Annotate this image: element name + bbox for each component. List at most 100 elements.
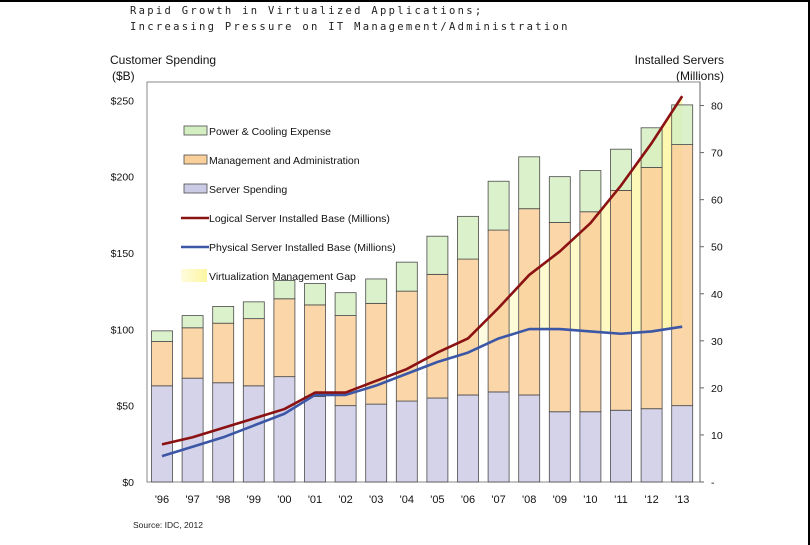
physical-server-line	[161, 325, 683, 458]
bar-power-cooling	[304, 283, 326, 306]
right-axis-tick: 80	[711, 101, 723, 113]
bar-power-cooling	[426, 235, 449, 275]
bar-server-spending	[671, 405, 694, 483]
bar-power-cooling	[334, 292, 357, 316]
right-axis-tick: 40	[711, 289, 723, 301]
bar-management	[671, 144, 694, 407]
left-axis-tick: $200	[111, 172, 135, 184]
left-axis-tick: $50	[116, 401, 134, 413]
lines-layer	[161, 95, 684, 458]
x-axis-tick: '10	[583, 494, 597, 506]
bar-power-cooling	[518, 156, 541, 210]
x-axis-tick: '04	[400, 494, 414, 506]
bar-server-spending	[181, 377, 204, 483]
legend-swatch	[183, 154, 208, 165]
bar-management	[426, 273, 449, 399]
right-axis-tick: 50	[711, 242, 723, 254]
bar-power-cooling	[151, 330, 173, 342]
bar-server-spending	[212, 382, 235, 483]
bar-management	[457, 258, 479, 396]
chart-title-line-2: Increasing Pressure on IT Management/Adm…	[130, 21, 570, 33]
right-axis-label: Installed Servers	[634, 53, 724, 67]
bar-management	[579, 211, 602, 413]
bar-management	[304, 304, 326, 397]
legend: Power & Cooling Expense Management and Ad…	[181, 125, 396, 283]
bar-management	[395, 290, 418, 402]
bar-server-spending	[640, 408, 663, 483]
bar-server-spending	[334, 405, 357, 483]
bar-management	[212, 322, 235, 384]
legend-label: Management and Administration	[209, 155, 360, 167]
x-axis-tick: '98	[216, 494, 230, 506]
x-axis-tick: '96	[155, 494, 169, 506]
bar-power-cooling	[487, 180, 510, 231]
bar-management	[487, 229, 510, 393]
frame-top-border	[0, 0, 808, 2]
chart-title-line-1: Rapid Growth in Virtualized Applications…	[130, 5, 484, 17]
legend-swatch	[183, 125, 208, 136]
right-axis-tick: -	[711, 477, 715, 489]
x-axis-tick: '03	[369, 494, 383, 506]
x-axis-tick: '09	[553, 494, 567, 506]
bar-server-spending	[395, 400, 418, 483]
bar-power-cooling	[457, 215, 479, 260]
bar-management	[151, 341, 173, 387]
bar-management	[640, 167, 663, 410]
right-axis-tick: 70	[711, 148, 723, 160]
x-axis-tick: '07	[491, 494, 505, 506]
right-axis-tick: 10	[711, 430, 723, 442]
bar-server-spending	[579, 411, 602, 483]
x-axis-tick: '13	[675, 494, 689, 506]
bar-power-cooling	[273, 280, 296, 300]
legend-swatch	[183, 183, 208, 194]
bar-management	[610, 189, 632, 411]
bar-management	[181, 327, 204, 379]
legend-label: Virtualization Management Gap	[209, 271, 356, 283]
bar-power-cooling	[181, 315, 204, 329]
x-axis-tick: '99	[247, 494, 261, 506]
bar-power-cooling	[548, 176, 571, 223]
bar-server-spending	[548, 411, 571, 483]
right-axis-tick: 20	[711, 383, 723, 395]
bar-server-spending	[426, 397, 449, 483]
x-axis-tick: '02	[338, 494, 352, 506]
bar-server-spending	[304, 396, 326, 483]
left-axis-tick: $100	[111, 324, 135, 336]
legend-label: Power & Cooling Expense	[209, 126, 331, 138]
left-axis-tick: $0	[122, 477, 134, 489]
x-axis-tick: '05	[430, 494, 444, 506]
bar-server-spending	[457, 394, 479, 483]
bar-server-spending	[273, 376, 296, 483]
bar-server-spending	[151, 385, 173, 483]
x-axis-tick: '97	[185, 494, 199, 506]
frame-right-border	[808, 0, 810, 545]
left-axis-tick: $150	[111, 248, 135, 260]
x-axis-tick: '06	[461, 494, 475, 506]
bars-layer	[151, 104, 694, 483]
bar-management	[242, 318, 265, 387]
bar-server-spending	[518, 394, 541, 483]
legend-label: Server Spending	[209, 184, 287, 196]
bar-power-cooling	[365, 278, 388, 304]
bar-power-cooling	[242, 301, 265, 320]
source-note: Source: IDC, 2012	[133, 520, 203, 530]
bar-power-cooling	[671, 104, 694, 145]
axes-layer: $0 $50 $100 $150 $200 $250 - 10 20 30 40 50 60 70 80 '9…	[111, 82, 723, 506]
bar-power-cooling	[579, 170, 602, 213]
x-axis-tick: '12	[644, 494, 658, 506]
bar-management	[518, 208, 541, 396]
left-axis-unit: ($B)	[112, 69, 135, 83]
left-axis-label: Customer Spending	[110, 53, 217, 67]
bar-power-cooling	[395, 261, 418, 292]
x-axis-tick: '11	[614, 494, 628, 506]
x-axis-tick: '00	[277, 494, 291, 506]
bar-management	[273, 298, 296, 378]
legend-label: Logical Server Installed Base (Millions)	[209, 213, 390, 225]
bar-server-spending	[487, 391, 510, 483]
bar-power-cooling	[640, 127, 663, 168]
logical-server-line	[161, 95, 684, 446]
legend-swatch-area	[181, 269, 207, 282]
bar-server-spending	[610, 409, 632, 483]
right-axis-tick: 60	[711, 195, 723, 207]
